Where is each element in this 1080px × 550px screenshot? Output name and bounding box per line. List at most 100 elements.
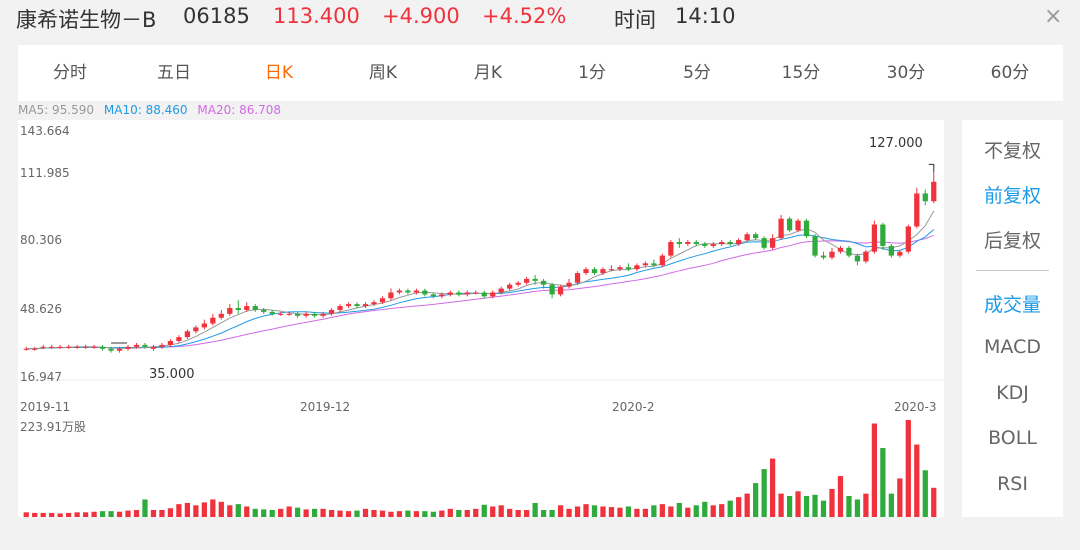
candle-body bbox=[261, 309, 267, 312]
candle-body bbox=[863, 251, 869, 262]
max-price-label: 127.000 bbox=[869, 136, 923, 151]
side-item-macd[interactable]: MACD bbox=[984, 336, 1041, 358]
volume-bar bbox=[591, 505, 598, 517]
volume-bar bbox=[608, 507, 615, 517]
volume-bar bbox=[600, 506, 606, 517]
candle-body bbox=[311, 313, 318, 316]
volume-bar bbox=[354, 510, 360, 517]
tab-week-k[interactable]: 周K bbox=[368, 63, 398, 83]
candle-body bbox=[176, 337, 182, 342]
candle-body bbox=[413, 290, 420, 293]
max-marker-line bbox=[928, 163, 935, 173]
volume-bar bbox=[702, 501, 708, 517]
candle-body bbox=[405, 290, 411, 293]
tab-1min[interactable]: 1分 bbox=[578, 63, 606, 83]
volume-bar bbox=[218, 501, 224, 517]
candle-body bbox=[430, 294, 436, 297]
volume-bar bbox=[685, 507, 691, 517]
side-item-volume[interactable]: 成交量 bbox=[983, 294, 1041, 316]
volume-bar bbox=[549, 509, 555, 517]
candle-body bbox=[227, 308, 233, 314]
side-item-bufuquan[interactable]: 不复权 bbox=[983, 140, 1041, 162]
volume-bar bbox=[133, 509, 140, 517]
candle-body bbox=[532, 278, 538, 281]
candle-body bbox=[651, 263, 657, 266]
tab-wuri[interactable]: 五日 bbox=[157, 63, 191, 83]
volume-bar bbox=[625, 506, 632, 517]
kline-chart[interactable]: 143.664 111.985 80.306 48.626 16.947 201… bbox=[18, 120, 944, 517]
candle-body bbox=[32, 348, 38, 350]
volume-bar bbox=[880, 448, 886, 517]
volume-bar bbox=[362, 508, 369, 517]
candle-body bbox=[685, 242, 691, 244]
volume-bar bbox=[345, 511, 352, 517]
volume-bar bbox=[278, 508, 284, 517]
candle-body bbox=[286, 313, 292, 315]
candle-body bbox=[40, 346, 46, 348]
time-value: 14:10 bbox=[675, 4, 736, 28]
volume-bar bbox=[812, 494, 818, 517]
candle-body bbox=[736, 240, 742, 244]
volume-bar bbox=[515, 509, 521, 517]
side-item-rsi[interactable]: RSI bbox=[997, 473, 1028, 495]
volume-bar bbox=[193, 505, 199, 517]
volume-bar bbox=[201, 502, 207, 517]
y-tick-label: 143.664 bbox=[20, 124, 70, 138]
close-icon[interactable]: × bbox=[1044, 4, 1063, 29]
volume-bar bbox=[125, 510, 131, 517]
candle-body bbox=[328, 309, 335, 314]
candle-body bbox=[193, 327, 199, 332]
volume-bar bbox=[651, 505, 657, 517]
volume-bar bbox=[727, 500, 733, 517]
volume-bar bbox=[736, 497, 742, 517]
volume-bar bbox=[303, 509, 309, 517]
side-item-kdj[interactable]: KDJ bbox=[996, 382, 1029, 404]
candle-body bbox=[498, 288, 504, 293]
side-item-boll[interactable]: BOLL bbox=[988, 427, 1037, 449]
volume-bar bbox=[888, 493, 894, 517]
candle-body bbox=[812, 236, 818, 256]
candle-body bbox=[778, 218, 784, 239]
candle-body bbox=[464, 292, 470, 295]
volume-bar bbox=[337, 510, 343, 517]
volume-bar bbox=[846, 495, 852, 517]
candle-body bbox=[659, 255, 665, 266]
tab-15min[interactable]: 15分 bbox=[781, 63, 821, 83]
quote-header: 康希诺生物－B 06185 113.400 +4.900 +4.52% 时间 1… bbox=[0, 0, 1080, 36]
period-tabs: 分时 五日 日K 周K 月K 1分 5分 15分 30分 60分 bbox=[18, 45, 1063, 101]
candle-body bbox=[473, 292, 479, 294]
tab-5min[interactable]: 5分 bbox=[683, 63, 711, 83]
candle-body bbox=[184, 331, 191, 338]
tab-fenshi[interactable]: 分时 bbox=[53, 63, 87, 83]
volume-bar bbox=[863, 493, 869, 517]
candle-body bbox=[150, 346, 157, 349]
volume-bar bbox=[566, 508, 572, 517]
y-tick-label: 16.947 bbox=[20, 370, 62, 384]
x-tick-label: 2019-12 bbox=[300, 400, 350, 414]
tab-30min[interactable]: 30分 bbox=[886, 63, 926, 83]
side-item-houfuquan[interactable]: 后复权 bbox=[983, 230, 1041, 252]
volume-bar bbox=[524, 509, 530, 517]
kline-svg: 143.664 111.985 80.306 48.626 16.947 201… bbox=[18, 124, 944, 517]
candle-body bbox=[422, 290, 428, 295]
tab-month-k[interactable]: 月K bbox=[473, 63, 503, 83]
tab-60min[interactable]: 60分 bbox=[990, 63, 1030, 83]
candle-body bbox=[108, 348, 114, 351]
candle-body bbox=[617, 267, 623, 270]
volume-bar bbox=[473, 508, 479, 517]
volume-bar bbox=[803, 495, 810, 517]
candle-body bbox=[447, 292, 453, 295]
candle-body bbox=[524, 278, 530, 283]
volume-bar bbox=[854, 499, 861, 517]
candle-body bbox=[278, 313, 284, 315]
candle-body bbox=[727, 242, 733, 244]
candle-body bbox=[252, 306, 258, 310]
candle-body bbox=[786, 218, 793, 231]
ma20-line bbox=[26, 234, 934, 350]
tab-day-k[interactable]: 日K bbox=[264, 63, 294, 83]
candle-body bbox=[82, 346, 89, 348]
ma5-label: MA5: 95.590 bbox=[18, 103, 95, 117]
candle-body bbox=[490, 292, 496, 297]
side-item-qianfuquan[interactable]: 前复权 bbox=[983, 185, 1041, 207]
volume-bar bbox=[91, 511, 97, 517]
